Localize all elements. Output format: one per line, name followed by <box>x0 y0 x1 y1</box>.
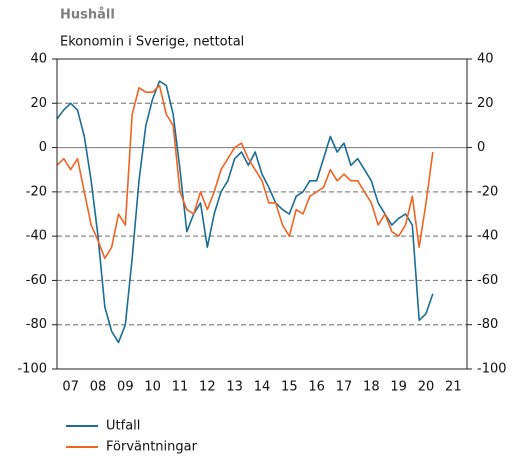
y-tick-label: 0 <box>39 140 47 155</box>
chart-subtitle: Ekonomin i Sverige, nettotal <box>60 35 244 50</box>
x-tick-label: 16 <box>308 380 325 395</box>
x-tick-label: 20 <box>418 380 435 395</box>
x-tick-label: 09 <box>117 380 134 395</box>
x-tick-label: 14 <box>254 380 271 395</box>
y2-tick-label: -80 <box>477 317 498 332</box>
series-line <box>56 84 434 260</box>
y-tick-label: -40 <box>26 229 47 244</box>
x-tick-label: 10 <box>144 380 161 395</box>
y2-tick-label: 0 <box>477 140 485 155</box>
y-tick-label: 20 <box>30 96 47 111</box>
x-tick-label: 19 <box>390 380 407 395</box>
y-tick-label: -80 <box>26 317 47 332</box>
series-line <box>56 80 434 344</box>
x-tick-label: 17 <box>336 380 353 395</box>
plot-frame <box>56 58 468 370</box>
y2-tick-label: -100 <box>477 362 507 377</box>
y2-tick-label: -20 <box>477 184 498 199</box>
y-tick-label: -100 <box>17 362 47 377</box>
y2-tick-label: -40 <box>477 229 498 244</box>
x-tick-label: 07 <box>62 380 79 395</box>
x-tick-label: 12 <box>199 380 216 395</box>
x-tick-label: 11 <box>172 380 189 395</box>
y2-tick-label: 20 <box>477 96 494 111</box>
x-tick-label: 21 <box>445 380 462 395</box>
x-tick-label: 18 <box>363 380 380 395</box>
x-tick-label: 15 <box>281 380 298 395</box>
legend-label: Utfall <box>106 419 140 434</box>
y-tick-label: -60 <box>26 273 47 288</box>
legend-label: Förväntningar <box>106 440 198 455</box>
y2-tick-label: -60 <box>477 273 498 288</box>
y-tick-label: 40 <box>30 52 47 67</box>
y2-tick-label: 40 <box>477 52 494 67</box>
x-tick-label: 08 <box>90 380 107 395</box>
y-tick-label: -20 <box>26 184 47 199</box>
chart-title: Hushåll <box>60 8 115 23</box>
x-tick-label: 13 <box>226 380 243 395</box>
